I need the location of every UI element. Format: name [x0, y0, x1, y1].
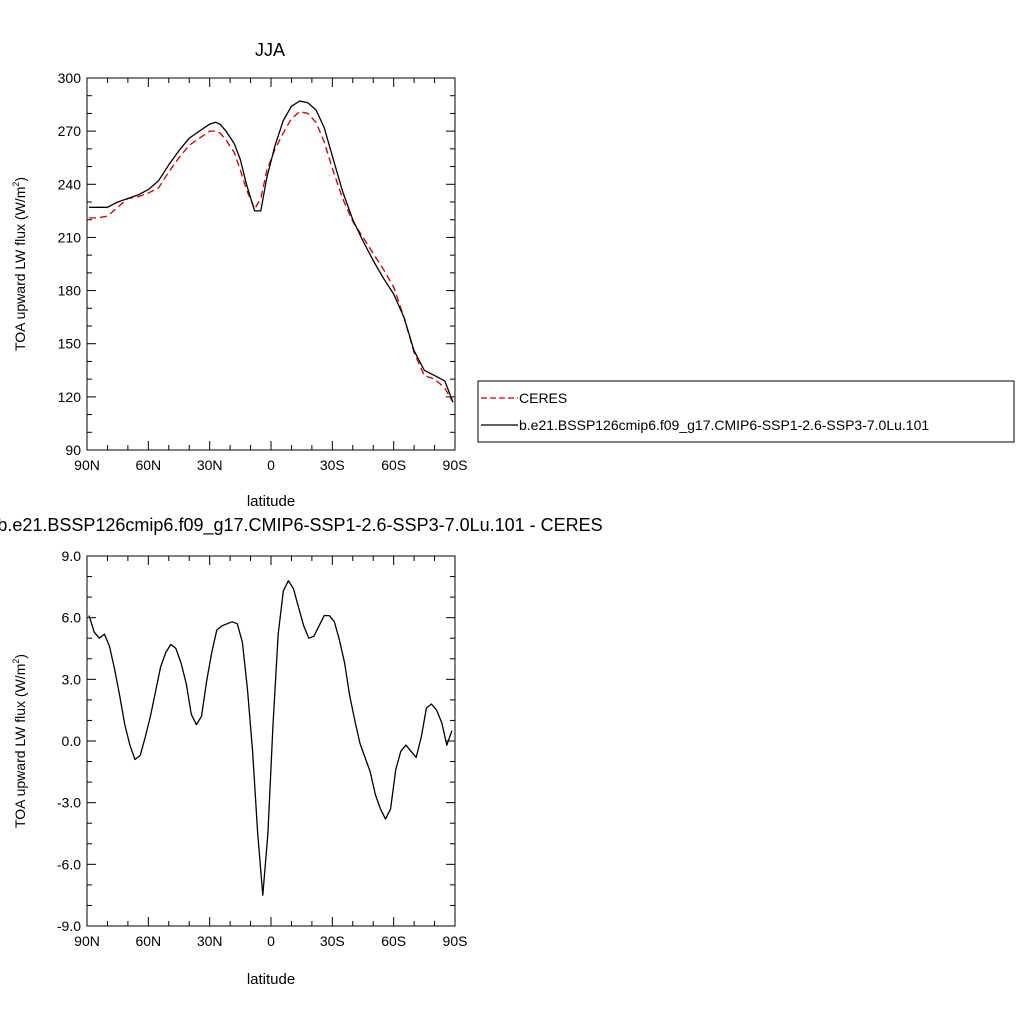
top-xtick-label: 30S [320, 457, 345, 473]
bottom-xtick-label: 30S [320, 933, 345, 949]
top-chart-title: JJA [255, 40, 285, 60]
top-x-axis: 90N 60N 30N 0 30S 60S 90S [74, 78, 467, 473]
bottom-panel: b.e21.BSSP126cmip6.f09_g17.CMIP6-SSP1-2.… [0, 515, 603, 988]
top-series-line-0 [89, 111, 454, 403]
top-ytick-label: 270 [58, 123, 82, 139]
top-ytick-label: 210 [58, 229, 82, 245]
bottom-y-axis-label-main: TOA upward LW flux (W/m [12, 664, 28, 828]
top-plot-frame [86, 77, 456, 451]
bottom-y-axis-label-close: ) [12, 654, 28, 659]
top-xtick-label: 60S [381, 457, 406, 473]
bottom-x-axis-label: latitude [247, 971, 295, 988]
top-ytick-label: 300 [58, 70, 82, 86]
bottom-xtick-label: 90S [443, 933, 468, 949]
bottom-xtick-label: 60N [135, 933, 161, 949]
bottom-ytick-label: -9.0 [57, 918, 81, 934]
bottom-xtick-label: 0 [267, 933, 275, 949]
bottom-x-axis: 90N 60N 30N 0 30S 60S 90S [74, 556, 467, 949]
bottom-chart-title: b.e21.BSSP126cmip6.f09_g17.CMIP6-SSP1-2.… [0, 515, 603, 536]
top-xtick-label: 60N [135, 457, 161, 473]
bottom-ytick-label: 0.0 [62, 733, 82, 749]
bottom-plot-frame [86, 555, 456, 927]
legend: CERES b.e21.BSSP126cmip6.f09_g17.CMIP6-S… [477, 380, 1015, 443]
top-y-axis-label: TOA upward LW flux (W/m2) [11, 177, 28, 351]
top-ytick-label: 240 [58, 176, 82, 192]
top-xtick-label: 30N [197, 457, 223, 473]
top-xtick-label: 90S [443, 457, 468, 473]
bottom-ytick-label: 6.0 [62, 610, 82, 626]
top-x-axis-label: latitude [247, 493, 295, 510]
legend-label-ceres: CERES [519, 390, 567, 406]
bottom-xtick-label: 30N [197, 933, 223, 949]
bottom-y-axis: -9.0 -6.0 -3.0 0.0 3.0 6.0 9.0 [57, 548, 455, 934]
top-series-line-1 [89, 100, 454, 403]
bottom-xtick-label: 90N [74, 933, 100, 949]
bottom-y-axis-label: TOA upward LW flux (W/m2) [11, 654, 28, 828]
bottom-xtick-label: 60S [381, 933, 406, 949]
bottom-ytick-label: 9.0 [62, 548, 82, 564]
top-y-axis-label-sup: 2 [11, 182, 21, 187]
bottom-ytick-label: -3.0 [57, 795, 81, 811]
top-series-group [89, 100, 454, 403]
top-y-axis-label-main: TOA upward LW flux (W/m [12, 187, 28, 351]
top-xtick-label: 90N [74, 457, 100, 473]
top-ytick-label: 120 [58, 389, 82, 405]
bottom-ytick-label: -6.0 [57, 856, 81, 872]
bottom-series-line-0 [88, 580, 453, 896]
top-ytick-label: 90 [65, 442, 81, 458]
legend-label-model: b.e21.BSSP126cmip6.f09_g17.CMIP6-SSP1-2.… [519, 417, 929, 433]
legend-box [477, 380, 1015, 443]
bottom-y-axis-label-sup: 2 [11, 659, 21, 664]
bottom-ytick-label: 3.0 [62, 671, 82, 687]
top-xtick-label: 0 [267, 457, 275, 473]
top-ytick-label: 180 [58, 283, 82, 299]
top-y-axis-label-close: ) [12, 177, 28, 182]
top-y-axis: 90 120 150 180 210 240 270 300 [58, 70, 455, 458]
bottom-series-group [88, 580, 453, 896]
top-panel: JJA 90 120 150 180 210 240 270 300 90N 60N 30N 0 30… [11, 40, 1015, 510]
top-ytick-label: 150 [58, 336, 82, 352]
